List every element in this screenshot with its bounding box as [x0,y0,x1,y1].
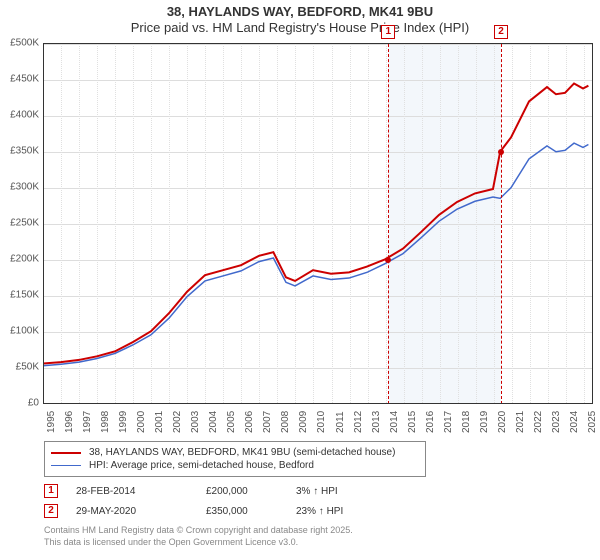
legend-item-price: 38, HAYLANDS WAY, BEDFORD, MK41 9BU (sem… [51,446,419,459]
marker-point [498,149,504,155]
x-tick-label: 2022 [533,411,544,433]
chart-container: 38, HAYLANDS WAY, BEDFORD, MK41 9BU Pric… [0,0,600,560]
x-tick-label: 1995 [46,411,57,433]
transaction-date: 28-FEB-2014 [76,486,206,497]
x-tick-label: 2023 [551,411,562,433]
footer: Contains HM Land Registry data © Crown c… [44,525,592,548]
x-tick-label: 2016 [425,411,436,433]
x-tick-label: 2025 [587,411,598,433]
x-tick-label: 1997 [82,411,93,433]
x-tick-label: 2024 [569,411,580,433]
x-tick-label: 2005 [226,411,237,433]
footer-line: This data is licensed under the Open Gov… [44,537,592,549]
x-tick-label: 2012 [353,411,364,433]
x-tick-label: 2008 [280,411,291,433]
y-tick-label: £250K [0,218,39,229]
legend-item-hpi: HPI: Average price, semi-detached house,… [51,459,419,472]
title-sub: Price paid vs. HM Land Registry's House … [0,20,600,35]
marker-flag: 2 [494,25,508,39]
x-tick-label: 2001 [154,411,165,433]
y-tick-label: £50K [0,362,39,373]
x-tick-label: 2011 [335,411,346,433]
x-tick-label: 2002 [172,411,183,433]
x-tick-label: 1998 [100,411,111,433]
marker-flag: 1 [381,25,395,39]
chart-area: £0£50K£100K£150K£200K£250K£300K£350K£400… [5,43,595,433]
transaction-price: £350,000 [206,506,296,517]
y-tick-label: £150K [0,290,39,301]
y-tick-label: £200K [0,254,39,265]
y-axis [43,43,44,403]
transaction-table: 1 28-FEB-2014 £200,000 3% ↑ HPI 2 29-MAY… [44,481,592,521]
plot-region [43,43,593,403]
legend-label: HPI: Average price, semi-detached house,… [89,460,314,471]
x-tick-label: 2010 [316,411,327,433]
y-tick-label: £400K [0,110,39,121]
y-tick-label: £300K [0,182,39,193]
x-tick-label: 2015 [407,411,418,433]
x-tick-label: 2021 [515,411,526,433]
line-chart-svg [43,44,592,403]
x-tick-label: 2006 [244,411,255,433]
x-tick-label: 1996 [64,411,75,433]
y-tick-label: £450K [0,74,39,85]
transaction-pct: 23% ↑ HPI [296,506,376,517]
transaction-marker-icon: 2 [44,504,58,518]
transaction-date: 29-MAY-2020 [76,506,206,517]
y-tick-label: £0 [0,398,39,409]
x-tick-label: 2014 [389,411,400,433]
x-tick-label: 2009 [298,411,309,433]
x-tick-label: 2000 [136,411,147,433]
series-hpi [43,143,588,366]
legend-label: 38, HAYLANDS WAY, BEDFORD, MK41 9BU (sem… [89,447,395,458]
y-tick-label: £350K [0,146,39,157]
x-tick-label: 2004 [208,411,219,433]
y-tick-label: £500K [0,38,39,49]
legend: 38, HAYLANDS WAY, BEDFORD, MK41 9BU (sem… [44,441,426,477]
legend-swatch [51,465,81,467]
legend-swatch [51,452,81,454]
transaction-pct: 3% ↑ HPI [296,486,376,497]
transaction-row: 1 28-FEB-2014 £200,000 3% ↑ HPI [44,481,592,501]
x-tick-label: 2003 [190,411,201,433]
x-tick-label: 2019 [479,411,490,433]
x-tick-label: 2020 [497,411,508,433]
footer-line: Contains HM Land Registry data © Crown c… [44,525,592,537]
x-tick-label: 2007 [262,411,273,433]
transaction-row: 2 29-MAY-2020 £350,000 23% ↑ HPI [44,501,592,521]
y-tick-label: £100K [0,326,39,337]
marker-point [385,257,391,263]
title-block: 38, HAYLANDS WAY, BEDFORD, MK41 9BU Pric… [0,0,600,37]
x-tick-label: 1999 [118,411,129,433]
title-main: 38, HAYLANDS WAY, BEDFORD, MK41 9BU [0,4,600,19]
transaction-price: £200,000 [206,486,296,497]
x-axis [43,403,593,404]
x-tick-label: 2017 [443,411,454,433]
transaction-marker-icon: 1 [44,484,58,498]
x-tick-label: 2018 [461,411,472,433]
x-tick-label: 2013 [371,411,382,433]
series-price_paid [43,83,588,363]
